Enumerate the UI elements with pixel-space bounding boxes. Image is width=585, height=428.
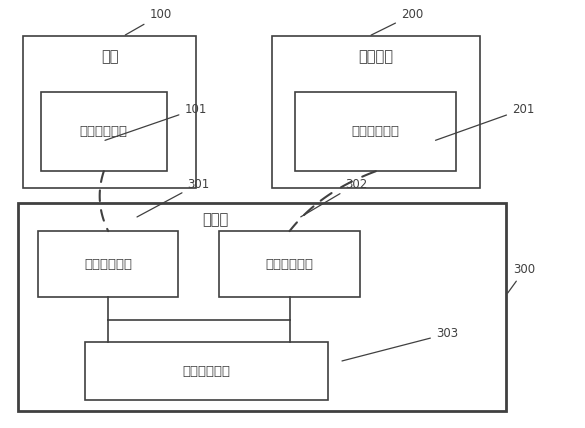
Text: 车载主机: 车载主机 [359,49,393,65]
Text: 302: 302 [301,178,367,217]
Text: 303: 303 [342,327,458,361]
Bar [23,36,196,188]
Bar [38,231,178,297]
Bar [41,92,167,171]
Text: 导航盒: 导航盒 [202,212,228,227]
Text: 第二蓝牙模块: 第二蓝牙模块 [266,258,314,271]
Bar [18,203,506,411]
Bar [295,92,456,171]
Text: 第三蓝牙模块: 第三蓝牙模块 [80,125,128,138]
Text: 101: 101 [105,103,207,140]
Text: 手机: 手机 [101,49,118,65]
Text: 第一蓝牙模块: 第一蓝牙模块 [84,258,132,271]
Text: 导航盒处理器: 导航盒处理器 [182,365,230,378]
Text: 301: 301 [137,178,209,217]
Text: 100: 100 [125,9,171,35]
Bar [85,342,328,400]
Text: 第四蓝牙模块: 第四蓝牙模块 [352,125,400,138]
Text: 201: 201 [435,103,534,140]
Text: 200: 200 [371,9,423,35]
Bar [272,36,480,188]
Bar [219,231,360,297]
Text: 300: 300 [508,263,536,293]
